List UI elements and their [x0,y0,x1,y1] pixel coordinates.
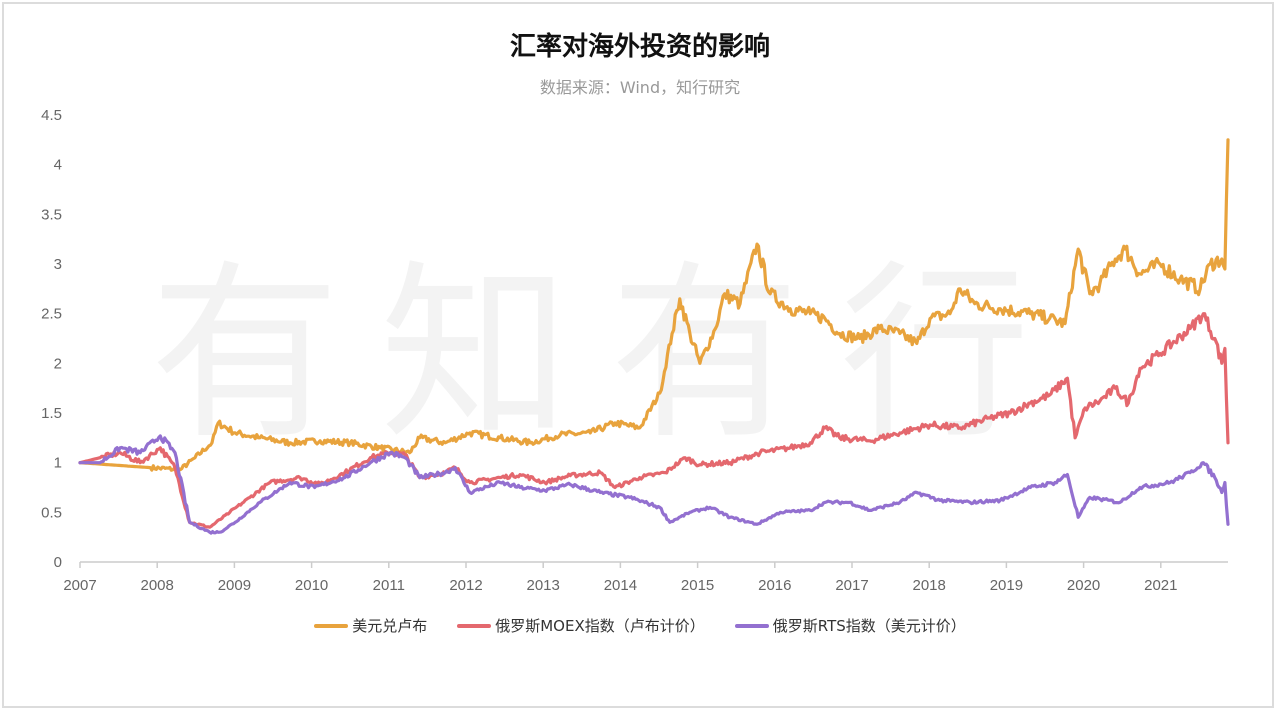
legend-swatch [314,623,349,628]
legend-swatch [457,623,492,628]
y-tick-label: 3.5 [41,206,62,223]
x-tick-label: 2009 [218,577,251,594]
legend-label: 美元兑卢布 [352,617,428,635]
y-tick-label: 0.5 [41,504,62,521]
legend: 美元兑卢布 俄罗斯MOEX指数（卢布计价） 俄罗斯RTS指数（美元计价） [0,615,1280,636]
legend-item-moex[interactable]: 俄罗斯MOEX指数（卢布计价） [457,615,705,636]
x-tick-label: 2010 [295,577,328,594]
y-tick-label: 2.5 [41,306,62,323]
x-tick-label: 2019 [990,577,1023,594]
y-tick-label: 2 [54,355,62,372]
x-tick-label: 2020 [1067,577,1100,594]
legend-swatch [734,623,769,628]
x-tick-label: 2011 [373,577,405,594]
y-tick-label: 1.5 [41,405,62,422]
y-tick-label: 4 [54,157,62,174]
x-tick-label: 2017 [835,577,868,594]
x-tick-label: 2014 [604,577,637,594]
y-tick-label: 0 [54,554,62,571]
x-tick-label: 2013 [527,577,560,594]
series-line-1 [78,312,1230,529]
x-tick-label: 2016 [758,577,791,594]
legend-item-rts[interactable]: 俄罗斯RTS指数（美元计价） [734,615,966,636]
x-tick-label: 2012 [449,577,482,594]
y-tick-label: 1 [54,455,62,472]
watermark: 有知有行 [150,244,1071,465]
series-line-0 [78,138,1230,474]
x-tick-label: 2007 [63,577,96,594]
x-tick-label: 2018 [913,577,946,594]
y-tick-label: 3 [54,256,62,273]
y-tick-label: 4.5 [41,107,62,124]
legend-label: 俄罗斯MOEX指数（卢布计价） [495,617,705,635]
x-tick-label: 2008 [141,577,174,594]
legend-item-usdrub[interactable]: 美元兑卢布 [314,615,427,636]
chart-title: 汇率对海外投资的影响 [509,32,770,62]
x-tick-label: 2021 [1144,577,1177,594]
x-tick-label: 2015 [681,577,714,594]
chart-subtitle: 数据来源：Wind，知行研究 [539,78,741,97]
legend-label: 俄罗斯RTS指数（美元计价） [772,617,966,635]
series-line-2 [78,434,1230,535]
